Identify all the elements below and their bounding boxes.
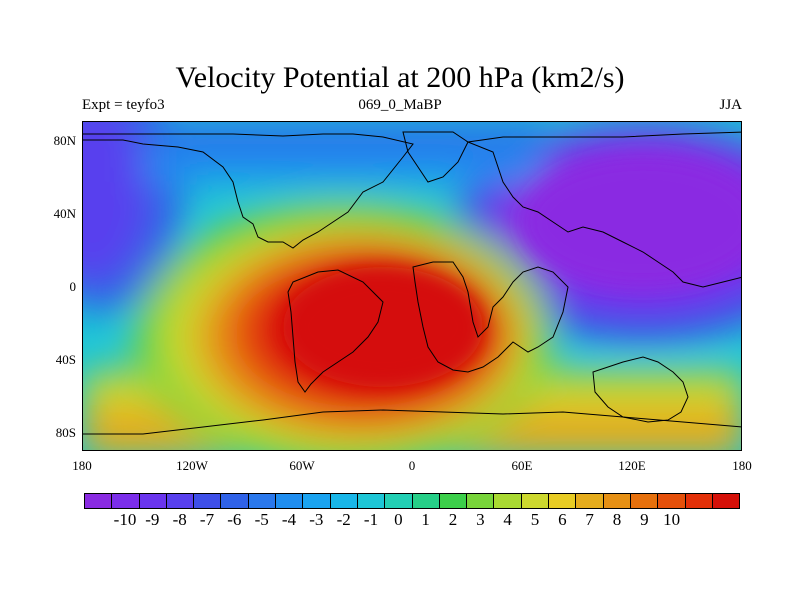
colorbar-label: -3 [309, 510, 324, 529]
y-tick-80n: 80N [53, 133, 76, 148]
colorbar-swatch [85, 494, 113, 508]
colorbar-swatch [685, 494, 713, 508]
colorbar-swatch [549, 494, 577, 508]
coast-south-america [287, 269, 384, 393]
x-tick-0: 0 [408, 458, 416, 473]
colorbar-swatch [194, 494, 222, 508]
colorbar-label: 7 [585, 510, 594, 529]
colorbar-swatch [385, 494, 413, 508]
colorbar-swatch [357, 494, 386, 508]
low-center-west-core [83, 122, 148, 282]
y-tick-80s: 80S [55, 425, 76, 440]
x-tick-60w: 60W [289, 458, 315, 473]
colorbar-label: 10 [663, 510, 681, 529]
colorbar-swatch [494, 494, 522, 508]
colorbar-swatch [248, 494, 277, 508]
colorbar-swatch [221, 494, 249, 508]
colorbar-swatch [521, 494, 550, 508]
colorbar-swatch [303, 494, 331, 508]
colorbar-label: -6 [227, 510, 242, 529]
experiment-label: Expt = teyfo3 [82, 97, 165, 113]
season-label: JJA [719, 97, 742, 113]
colorbar-label: -8 [172, 510, 187, 529]
x-tick-180w: 180 [72, 458, 92, 473]
colorbar-label: -10 [113, 510, 137, 529]
x-tick-180e: 180 [732, 458, 752, 473]
colorbar-label: 6 [558, 510, 567, 529]
high-center-peak [283, 267, 483, 387]
x-tick-60e: 60E [511, 458, 533, 473]
colorbar-label: 0 [394, 510, 403, 529]
low-center-east-peak [523, 157, 741, 287]
colorbar-swatch [603, 494, 631, 508]
coast-africa-eurasia [412, 261, 569, 373]
coast-australia [592, 356, 689, 423]
colorbar-swatch [439, 494, 468, 508]
coast-antarctica [83, 409, 741, 435]
coastlines [83, 131, 741, 435]
colorbar-swatch [467, 494, 495, 508]
x-tick-120w: 120W [176, 458, 208, 473]
coast-eurasia-north [466, 131, 741, 288]
y-tick-40s: 40S [55, 352, 76, 367]
colorbar-label: 1 [421, 510, 430, 529]
colorbar [84, 493, 740, 509]
coast-north-america [83, 133, 414, 249]
colorbar-label: 3 [476, 510, 485, 529]
colorbar-swatch [166, 494, 195, 508]
coast-greenland [402, 131, 469, 183]
colorbar-label: -1 [363, 510, 379, 529]
colorbar-swatch [658, 494, 686, 508]
colorbar-label: 2 [448, 510, 458, 529]
y-tick-40n: 40N [53, 206, 76, 221]
period-label: 069_0_MaBP [358, 97, 442, 113]
colorbar-swatch [139, 494, 167, 508]
colorbar-label: 5 [530, 510, 540, 529]
map-plot-area [82, 121, 742, 451]
colorbar-swatch [112, 494, 140, 508]
y-tick-0: 0 [69, 279, 77, 294]
colorbar-label: -7 [199, 510, 215, 529]
colorbar-label: 9 [640, 510, 649, 529]
colorbar-swatch [276, 494, 304, 508]
colorbar-label: -9 [145, 510, 160, 529]
colorbar-swatch [412, 494, 440, 508]
colorbar-label: 4 [503, 510, 512, 529]
map-field [83, 122, 741, 450]
plot-title: Velocity Potential at 200 hPa (km2/s) [175, 61, 625, 94]
colorbar-label: -4 [281, 510, 297, 529]
colorbar-swatch [630, 494, 659, 508]
colorbar-swatch [712, 494, 740, 508]
x-tick-120e: 120E [618, 458, 646, 473]
colorbar-swatch [576, 494, 604, 508]
colorbar-label: -5 [254, 510, 269, 529]
colorbar-swatch [330, 494, 358, 508]
colorbar-label: -2 [336, 510, 351, 529]
colorbar-label: 8 [612, 510, 622, 529]
